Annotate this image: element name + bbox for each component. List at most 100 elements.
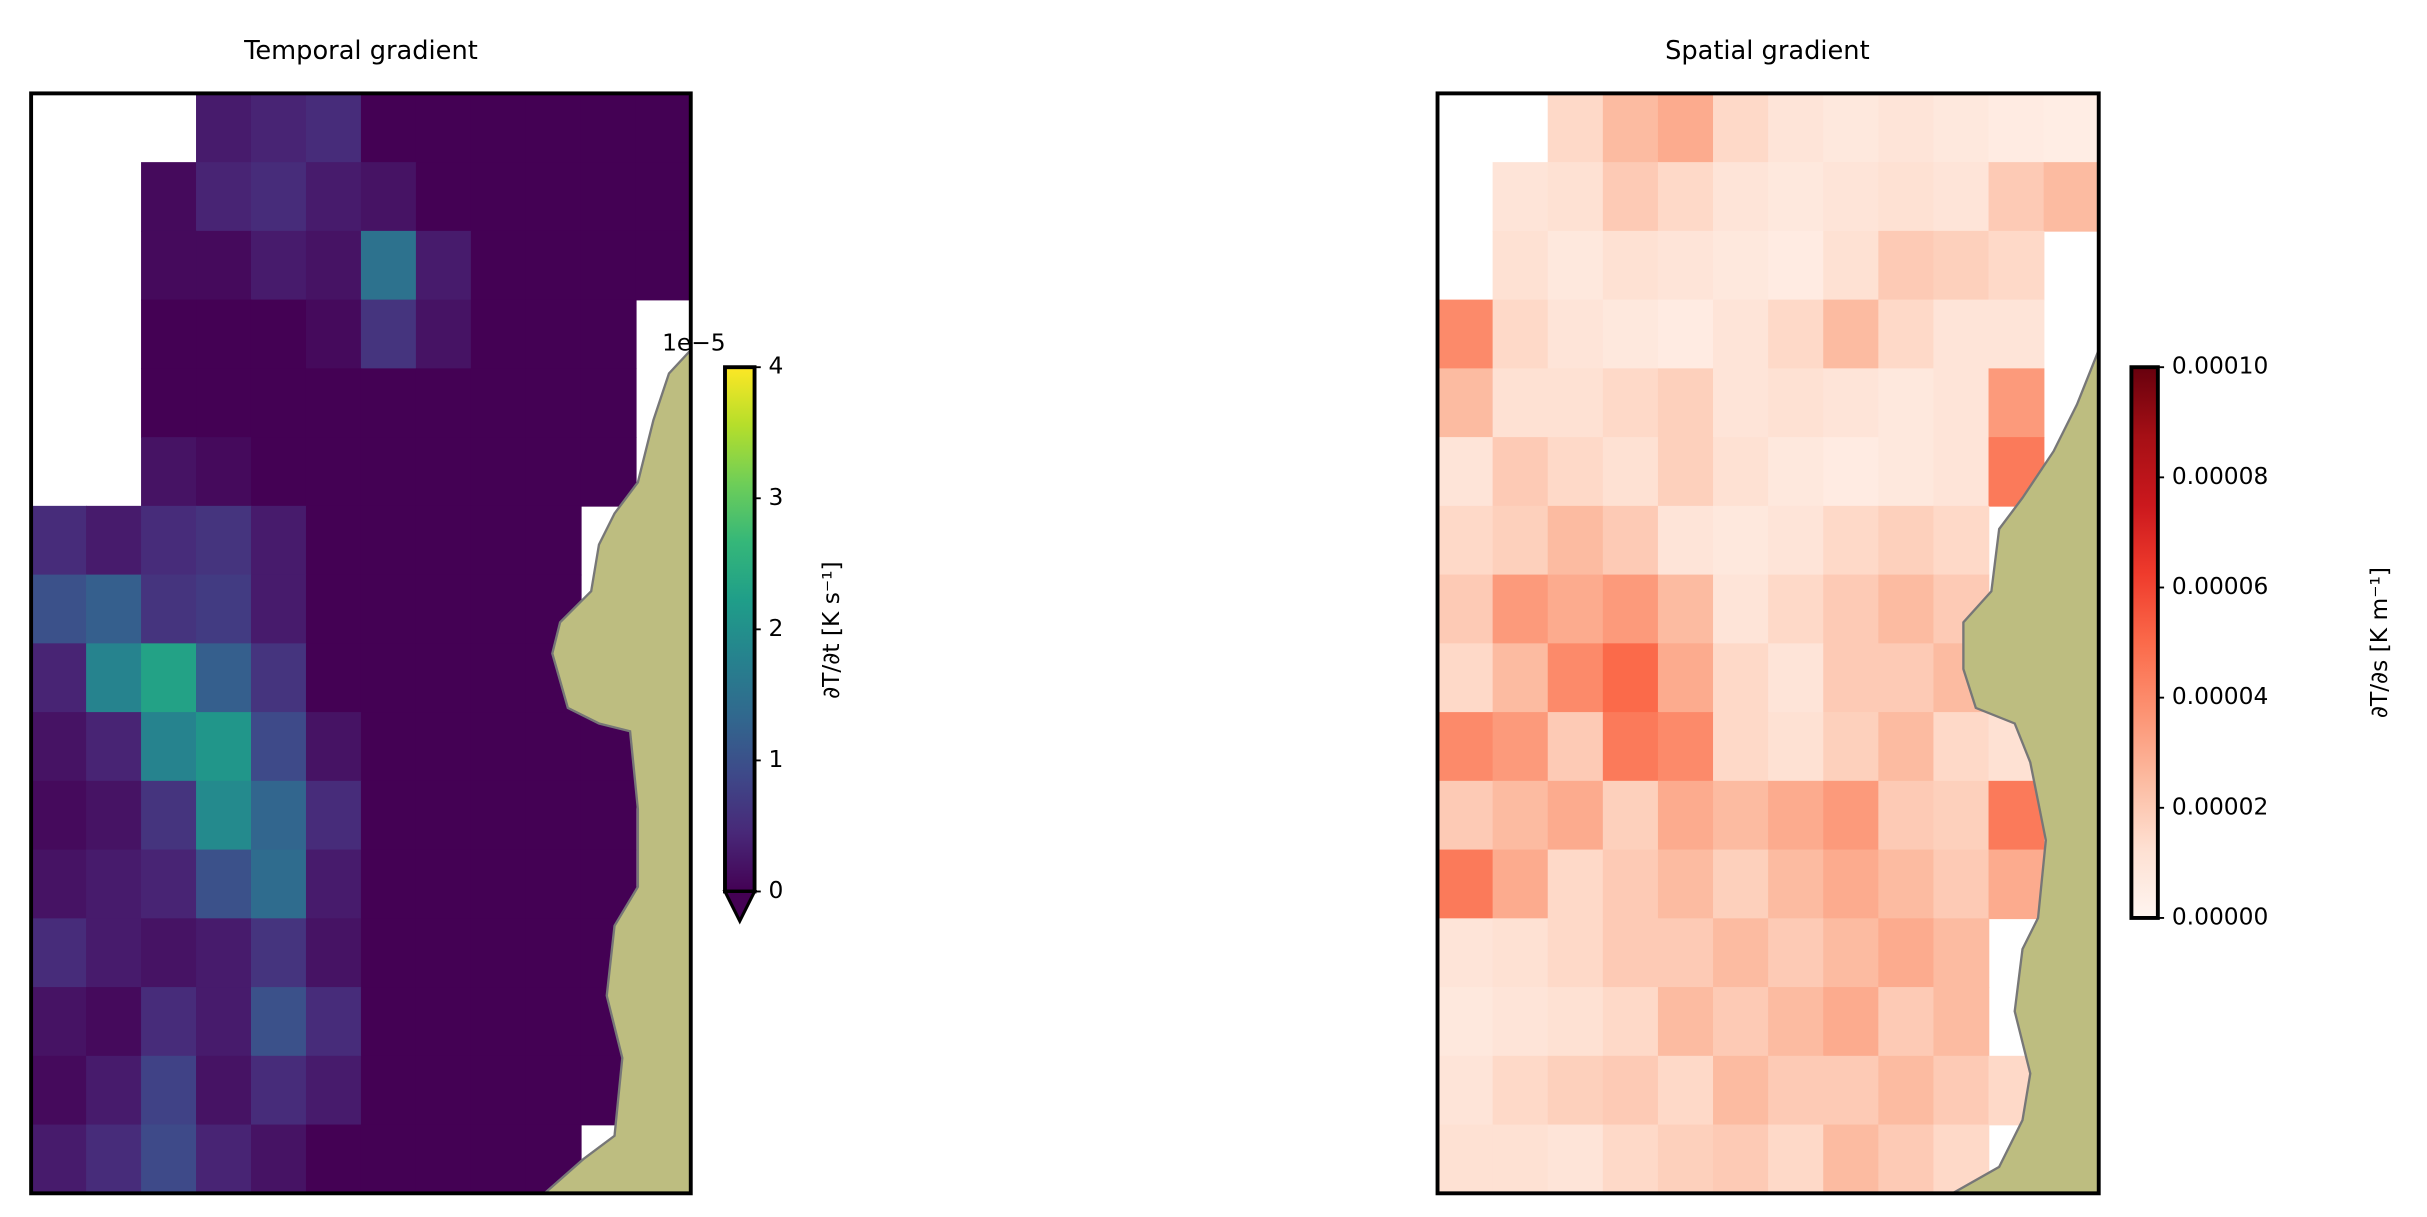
cell: [1878, 643, 1935, 713]
colorbar-tick-label: 0: [769, 876, 784, 904]
cell: [1437, 780, 1494, 851]
cell: [250, 230, 307, 301]
cell: [86, 712, 142, 782]
cell: [470, 93, 527, 163]
cell: [31, 574, 87, 645]
cell: [1988, 780, 2045, 851]
colorbar-scale: 1e−5: [662, 328, 726, 356]
cell: [1602, 437, 1659, 507]
cell: [1547, 780, 1604, 851]
cell: [1988, 368, 2045, 438]
cell: [1547, 574, 1604, 645]
cell: [1492, 849, 1549, 920]
cell: [1768, 162, 1825, 232]
cell: [141, 849, 197, 920]
cell: [415, 368, 472, 438]
cell: [415, 1055, 472, 1126]
cell: [86, 849, 142, 920]
cell: [1878, 574, 1935, 645]
cell: [580, 93, 637, 163]
cell: [2043, 93, 2100, 163]
cell: [1492, 987, 1549, 1057]
cell: [196, 918, 252, 988]
cell: [360, 849, 417, 920]
cell: [1492, 1055, 1549, 1126]
cell: [250, 1055, 307, 1126]
cell: [1823, 162, 1880, 232]
cell: [1547, 987, 1604, 1057]
cell: [415, 849, 472, 920]
cell: [305, 574, 362, 645]
colorbar-extend: [722, 889, 758, 925]
cell: [1823, 299, 1880, 370]
cell: [1933, 93, 1990, 163]
cell: [1768, 712, 1825, 782]
cell: [305, 162, 362, 232]
cell: [415, 918, 472, 988]
cell: [1492, 162, 1549, 232]
cell: [1547, 230, 1604, 301]
cell: [1713, 505, 1769, 576]
cell: [1823, 505, 1880, 576]
cell: [470, 780, 527, 851]
cell: [141, 437, 197, 507]
cell: [1602, 368, 1659, 438]
colorbar-tick-label: 0.00010: [2172, 352, 2268, 380]
title: Spatial gradient: [1665, 36, 1870, 66]
cell: [1713, 643, 1769, 713]
cell: [525, 712, 582, 782]
cell: [86, 1124, 142, 1195]
cell: [1492, 918, 1549, 988]
cell: [1823, 987, 1880, 1057]
cell: [360, 1055, 417, 1126]
heatmap-cells: [1437, 93, 2100, 1195]
cell: [1768, 987, 1825, 1057]
cell: [86, 505, 142, 576]
cell: [1492, 643, 1549, 713]
cell: [31, 1055, 87, 1126]
cell: [305, 849, 362, 920]
cell: [1988, 849, 2045, 920]
cell: [31, 849, 87, 920]
cell: [31, 918, 87, 988]
cell: [1878, 230, 1935, 301]
cell: [1823, 437, 1880, 507]
cell: [1657, 368, 1714, 438]
cell: [1657, 780, 1714, 851]
cell: [250, 987, 307, 1057]
colorbar: [723, 365, 757, 894]
cell: [196, 574, 252, 645]
cell: [1437, 368, 1494, 438]
cell: [86, 574, 142, 645]
cell: [1878, 299, 1935, 370]
cell: [1768, 1055, 1825, 1126]
cell: [196, 1124, 252, 1195]
cell: [525, 780, 582, 851]
cell: [470, 574, 527, 645]
cell: [580, 162, 637, 232]
cell: [1713, 849, 1769, 920]
cell: [415, 437, 472, 507]
cell: [250, 643, 307, 713]
cell: [1602, 987, 1659, 1057]
colorbar-tick-label: 3: [769, 483, 784, 511]
cell: [196, 162, 252, 232]
cell: [415, 505, 472, 576]
cell: [196, 230, 252, 301]
cell: [1602, 1124, 1659, 1195]
cell: [1437, 643, 1494, 713]
cell: [1657, 1055, 1714, 1126]
cell: [1602, 505, 1659, 576]
cell: [1933, 780, 1990, 851]
cell: [250, 437, 307, 507]
cell: [86, 918, 142, 988]
cell: [1933, 1055, 1990, 1126]
cell: [360, 1124, 417, 1195]
cell: [196, 780, 252, 851]
cell: [1492, 437, 1549, 507]
cell: [1492, 712, 1549, 782]
cell: [1657, 643, 1714, 713]
cell: [360, 162, 417, 232]
cell: [1657, 849, 1714, 920]
